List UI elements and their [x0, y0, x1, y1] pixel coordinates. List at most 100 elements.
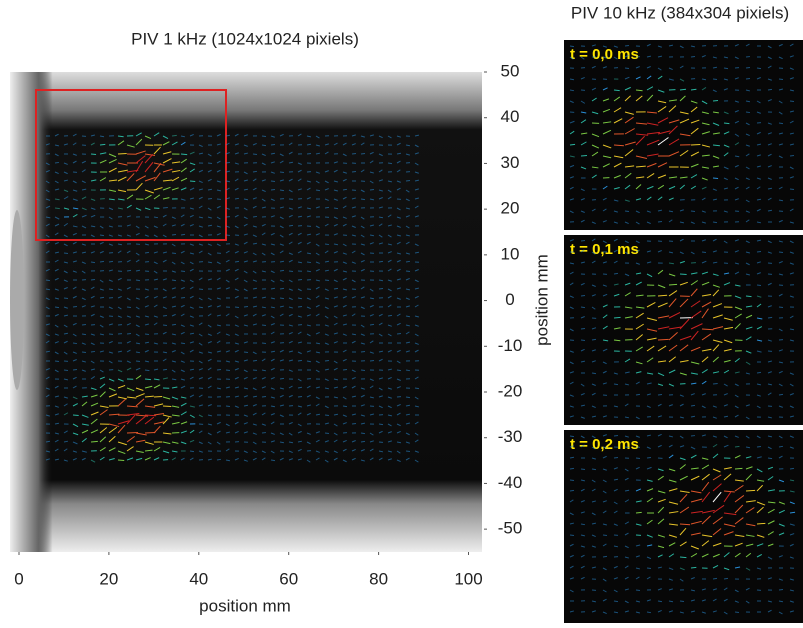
vector [82, 352, 86, 353]
y-tick-label: -10 [498, 336, 523, 355]
vector [658, 339, 669, 340]
vector [581, 307, 585, 308]
frame-label: t = 0,2 ms [570, 436, 639, 453]
vector [316, 190, 320, 191]
vector [581, 328, 585, 329]
vector [271, 406, 275, 407]
vector [190, 451, 194, 452]
vector [779, 394, 783, 395]
vector [790, 189, 794, 190]
vector [253, 216, 257, 217]
vector [570, 468, 574, 469]
vector [100, 261, 104, 262]
vector [145, 334, 149, 335]
vector [658, 394, 662, 395]
vector [636, 512, 642, 513]
vector [208, 163, 212, 164]
vector [713, 222, 717, 223]
x-tick-label: 100 [454, 569, 482, 588]
vector [181, 297, 185, 298]
vector [370, 235, 374, 236]
vector [136, 343, 140, 344]
x-tick-label: 0 [14, 569, 23, 588]
vector [735, 468, 742, 469]
x-tick-label: 40 [189, 569, 208, 588]
vector [253, 171, 257, 172]
vector [172, 280, 176, 281]
x-tick-label: 80 [369, 569, 388, 588]
x-tick-label: 20 [99, 569, 118, 588]
vector [361, 441, 365, 442]
vector [244, 405, 248, 406]
vector [325, 244, 329, 245]
vector [334, 288, 338, 289]
vector [208, 225, 212, 226]
vector [713, 145, 720, 146]
vector [746, 490, 755, 491]
vector [217, 459, 221, 460]
vector [172, 135, 177, 136]
vector [190, 181, 195, 182]
vector [570, 436, 574, 437]
main-title: PIV 1 kHz (1024x1024 pixiels) [131, 29, 359, 48]
vector [280, 378, 284, 379]
vector [713, 79, 717, 80]
vector [280, 172, 284, 173]
vector [614, 457, 618, 458]
vector [46, 280, 50, 281]
vector [172, 324, 176, 325]
vector [570, 457, 574, 458]
vector [226, 162, 230, 163]
vector [768, 458, 772, 459]
vector [127, 270, 131, 271]
vector [790, 512, 795, 513]
vector [55, 307, 59, 308]
vector [226, 135, 230, 136]
vector [397, 333, 401, 334]
vector [91, 351, 95, 352]
vector [669, 601, 673, 602]
vector [406, 451, 410, 452]
vector [636, 590, 640, 591]
vector [669, 284, 677, 285]
vector [779, 123, 783, 124]
vector [73, 306, 77, 307]
y-tick-label: -50 [498, 519, 523, 538]
vector [127, 307, 131, 308]
y-tick-label: -20 [498, 381, 523, 400]
vector [298, 396, 302, 397]
vector [790, 468, 794, 469]
vector [691, 405, 695, 406]
vector [298, 360, 302, 361]
vector [55, 208, 60, 209]
vector [298, 387, 302, 388]
vector [735, 612, 739, 613]
vector [625, 490, 629, 491]
vector [713, 100, 718, 101]
vector [724, 68, 728, 69]
vector [691, 56, 695, 57]
vector [592, 469, 596, 470]
vector [226, 406, 230, 407]
vector [406, 261, 410, 262]
vector [768, 317, 772, 318]
vector [163, 369, 167, 370]
y-tick-label: 40 [501, 107, 520, 126]
vector [713, 178, 718, 179]
vector [680, 557, 686, 558]
vector [647, 457, 651, 458]
vector [271, 460, 275, 461]
vector [280, 298, 284, 299]
vector [614, 317, 621, 318]
y-tick-label: 10 [501, 244, 520, 263]
vector [581, 295, 585, 296]
vector [199, 289, 203, 290]
vector [388, 163, 392, 164]
vector [370, 298, 374, 299]
vector [325, 207, 329, 208]
vector [262, 145, 266, 146]
vector [724, 123, 729, 124]
vector [746, 112, 750, 113]
vector [298, 216, 302, 217]
